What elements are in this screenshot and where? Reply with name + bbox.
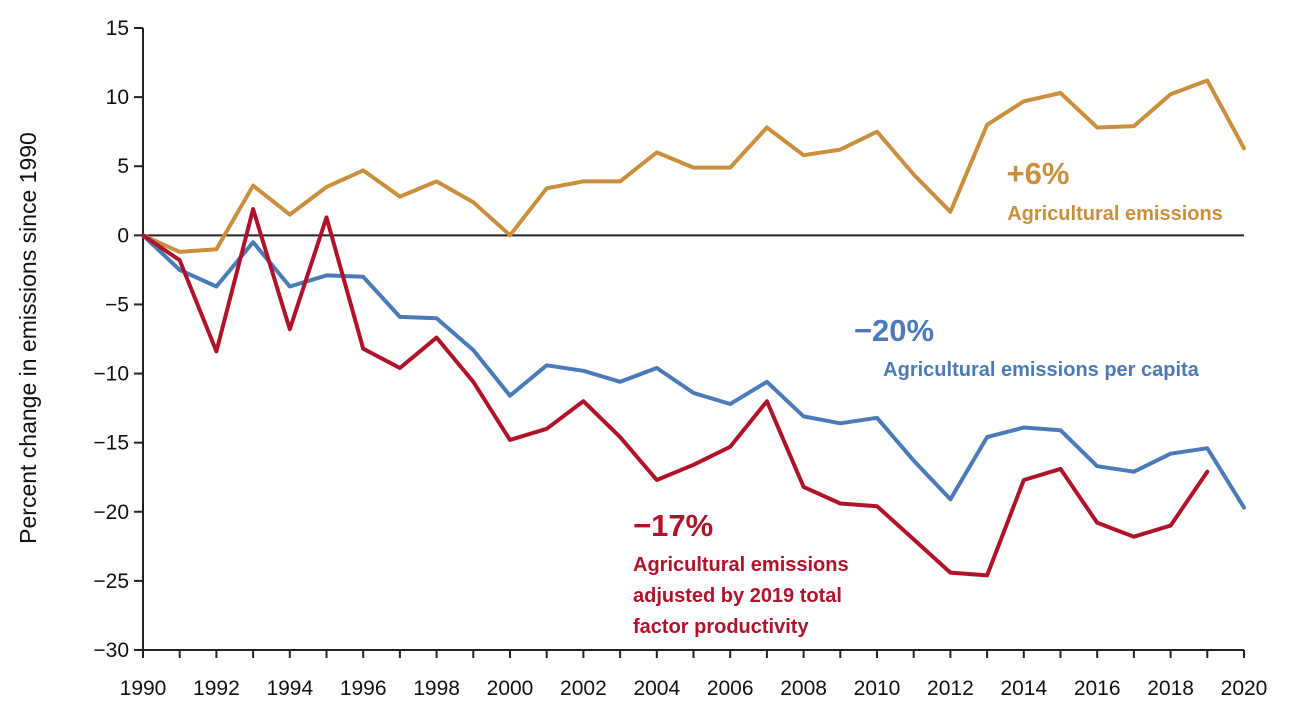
x-tick-label: 2016 — [1074, 677, 1121, 700]
annotation-label-tfp-line-3: factor productivity — [633, 616, 809, 638]
series-layer — [141, 78, 1246, 578]
y-tick-label: −10 — [93, 363, 129, 386]
annotation-label-tfp-line-2: adjusted by 2019 total — [633, 585, 842, 607]
y-tick-label: 10 — [106, 86, 129, 109]
x-tick-label: 2020 — [1221, 677, 1268, 700]
x-tick-label: 2014 — [1000, 677, 1047, 700]
x-tick-label: 2000 — [487, 677, 534, 700]
axes: 15 10 5 0 −5 −10 −15 −20 −25 −30 1990 1992 1994 1996 1… — [93, 17, 1267, 700]
annotation-value-agricultural: +6% — [1007, 156, 1070, 191]
x-tick-label: 2012 — [927, 677, 974, 700]
x-tick-label: 1992 — [193, 677, 240, 700]
x-tick-label: 2008 — [780, 677, 827, 700]
x-tick-label: 1990 — [120, 677, 167, 700]
x-tick-label: 2018 — [1147, 677, 1194, 700]
series-line-0 — [141, 78, 1246, 254]
y-tick-label: −5 — [105, 293, 129, 316]
annotation-label-agricultural: Agricultural emissions — [1007, 203, 1223, 225]
y-tick-label: −15 — [93, 432, 129, 455]
x-tick-label: 2002 — [560, 677, 607, 700]
y-tick-label: 5 — [117, 155, 129, 178]
annotation-label-tfp-line-1: Agricultural emissions — [633, 554, 849, 576]
x-tick-label: 2004 — [633, 677, 680, 700]
series-line-1 — [141, 233, 1246, 510]
series-line-2 — [141, 207, 1210, 578]
annotation-value-per-capita: −20% — [854, 313, 934, 348]
annotation-label-per-capita: Agricultural emissions per capita — [883, 359, 1200, 381]
y-tick-label: 15 — [106, 17, 129, 40]
y-tick-label: 0 — [117, 224, 129, 247]
x-tick-label: 1996 — [340, 677, 387, 700]
x-tick-label: 1998 — [413, 677, 460, 700]
annotation-value-tfp: −17% — [633, 508, 713, 543]
y-axis-label: Percent change in emissions since 1990 — [15, 132, 41, 544]
x-tick-label: 2010 — [854, 677, 901, 700]
y-tick-label: −20 — [93, 501, 129, 524]
y-tick-label: −30 — [93, 639, 129, 662]
y-tick-label: −25 — [93, 570, 129, 593]
x-tick-label: 1994 — [266, 677, 313, 700]
x-tick-label: 2006 — [707, 677, 754, 700]
